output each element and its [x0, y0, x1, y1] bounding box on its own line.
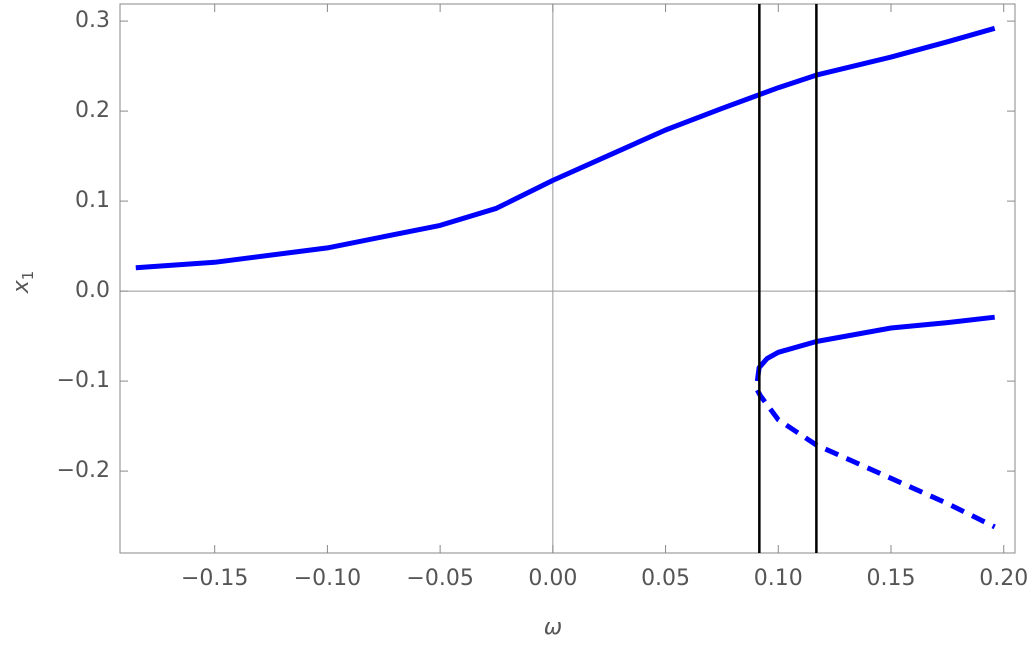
x-tick-label: −0.10: [294, 566, 361, 591]
x-tick-label: 0.10: [754, 566, 803, 591]
x-tick-label: −0.05: [406, 566, 473, 591]
y-tick-label: −0.2: [57, 458, 110, 483]
y-axis-label: x1: [9, 271, 37, 295]
x-tick-label: −0.15: [181, 566, 248, 591]
y-tick-label: −0.1: [57, 368, 110, 393]
x-tick-label: 0.20: [979, 566, 1028, 591]
curve: [755, 388, 996, 530]
x-tick-label: 0.00: [528, 566, 577, 591]
x-tick-label: 0.15: [867, 566, 916, 591]
y-axis-label-sub: 1: [19, 271, 37, 281]
y-tick-label: 0.2: [75, 98, 110, 123]
y-tick-label: 0.0: [75, 278, 110, 303]
curve: [135, 25, 996, 271]
y-axis-label-main: x: [9, 279, 34, 294]
x-tick-label: 0.05: [641, 566, 690, 591]
y-tick-label: 0.3: [75, 8, 110, 33]
x-axis-label: ω: [544, 615, 562, 640]
curve: [754, 314, 995, 382]
frame: [119, 3, 1016, 554]
y-tick-label: 0.1: [75, 188, 110, 213]
